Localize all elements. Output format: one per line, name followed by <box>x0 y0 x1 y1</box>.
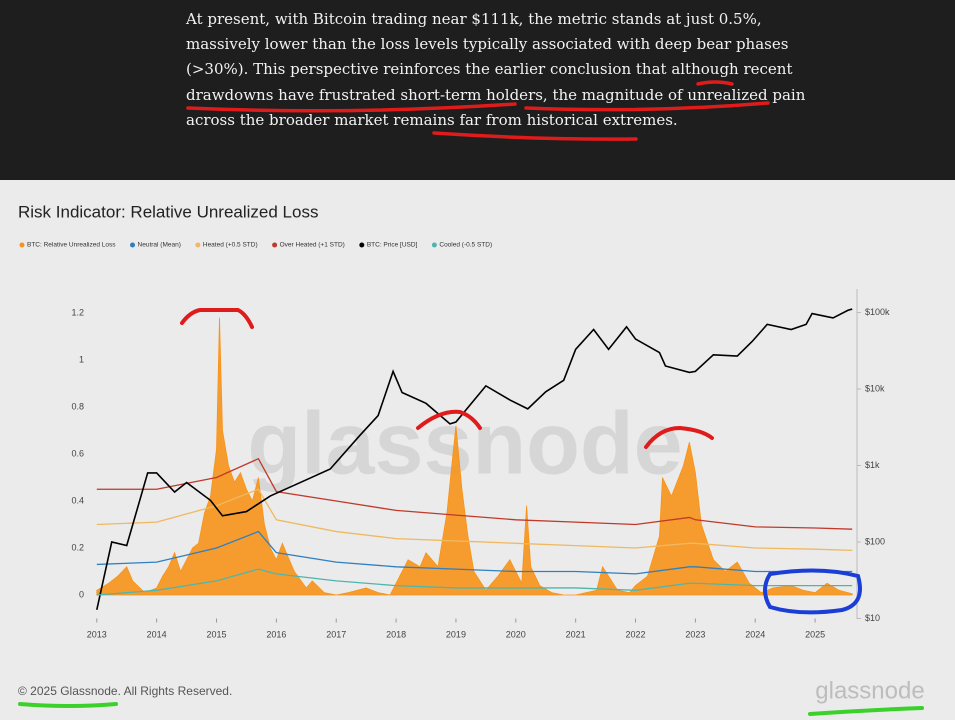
blue-mark <box>763 568 862 615</box>
x-tick-label: 2024 <box>745 629 765 639</box>
legend-swatch <box>195 242 201 248</box>
x-tick-label: 2025 <box>805 629 825 639</box>
y-tick-label: 0.6 <box>71 448 84 458</box>
y-tick-label: 1.2 <box>71 307 84 317</box>
y2-tick-label: $10 <box>865 613 880 623</box>
x-tick-label: 2014 <box>147 629 167 639</box>
x-tick-label: 2022 <box>626 629 646 639</box>
legend-label: Neutral (Mean) <box>138 242 181 249</box>
legend-swatch <box>359 242 365 248</box>
legend-label: Cooled (-0.5 STD) <box>439 242 492 249</box>
y-tick-label: 1 <box>79 354 84 364</box>
article-line: (>30%). This perspective reinforces the … <box>186 60 793 78</box>
legend-swatch <box>130 242 136 248</box>
article-line: drawdowns have frustrated short-term hol… <box>186 86 806 104</box>
chart: glassnode Risk Indicator: Relative Unrea… <box>18 202 925 716</box>
y-tick-label: 0.2 <box>71 542 84 552</box>
line <box>96 488 853 551</box>
watermark: glassnode <box>247 393 682 492</box>
x-tick-label: 2018 <box>386 629 406 639</box>
legend-label: Heated (+0.5 STD) <box>203 242 258 249</box>
line <box>96 457 853 530</box>
footer-logo: glassnode <box>815 677 924 704</box>
legend-swatch <box>431 242 437 248</box>
line <box>96 530 853 575</box>
y-tick-label: 0.8 <box>71 401 84 411</box>
red-underline <box>696 80 734 86</box>
x-tick-label: 2019 <box>446 629 466 639</box>
green-mark <box>18 702 118 708</box>
red-mark <box>180 308 254 329</box>
red-mark <box>416 409 482 430</box>
legend-swatch <box>272 242 278 248</box>
x-tick-label: 2020 <box>506 629 526 639</box>
underlines <box>186 80 770 141</box>
x-tick-label: 2021 <box>566 629 586 639</box>
y2-tick-label: $1k <box>865 460 880 470</box>
legend-swatch <box>19 242 25 248</box>
red-underline <box>186 102 517 113</box>
x-tick-label: 2016 <box>266 629 286 639</box>
x-tick-label: 2013 <box>87 629 107 639</box>
article-line: At present, with Bitcoin trading near $1… <box>186 10 762 28</box>
x-tick-label: 2023 <box>685 629 705 639</box>
red-underline <box>432 131 638 141</box>
legend-label: BTC: Price [USD] <box>367 242 418 249</box>
red-underline <box>524 101 770 112</box>
y2-tick-label: $100k <box>865 307 890 317</box>
annotations <box>18 308 924 716</box>
x-tick-label: 2015 <box>206 629 226 639</box>
y-tick-label: 0 <box>79 589 84 599</box>
red-mark <box>644 425 714 449</box>
line <box>96 308 853 610</box>
y-tick-label: 0.4 <box>71 495 84 505</box>
y2-tick-label: $100 <box>865 536 885 546</box>
article-line: across the broader market remains far fr… <box>186 111 678 129</box>
green-mark <box>808 706 924 716</box>
legend-label: Over Heated (+1 STD) <box>280 242 345 249</box>
plot <box>96 308 853 610</box>
x-tick-label: 2017 <box>326 629 346 639</box>
article: At present, with Bitcoin trading near $1… <box>0 0 955 180</box>
legend-label: BTC: Relative Unrealized Loss <box>27 242 116 249</box>
y2-tick-label: $10k <box>865 383 885 393</box>
line <box>96 568 853 596</box>
copyright: © 2025 Glassnode. All Rights Reserved. <box>18 684 232 698</box>
article-line: massively lower than the loss levels typ… <box>186 35 789 53</box>
chart-title: Risk Indicator: Relative Unrealized Loss <box>18 202 318 221</box>
